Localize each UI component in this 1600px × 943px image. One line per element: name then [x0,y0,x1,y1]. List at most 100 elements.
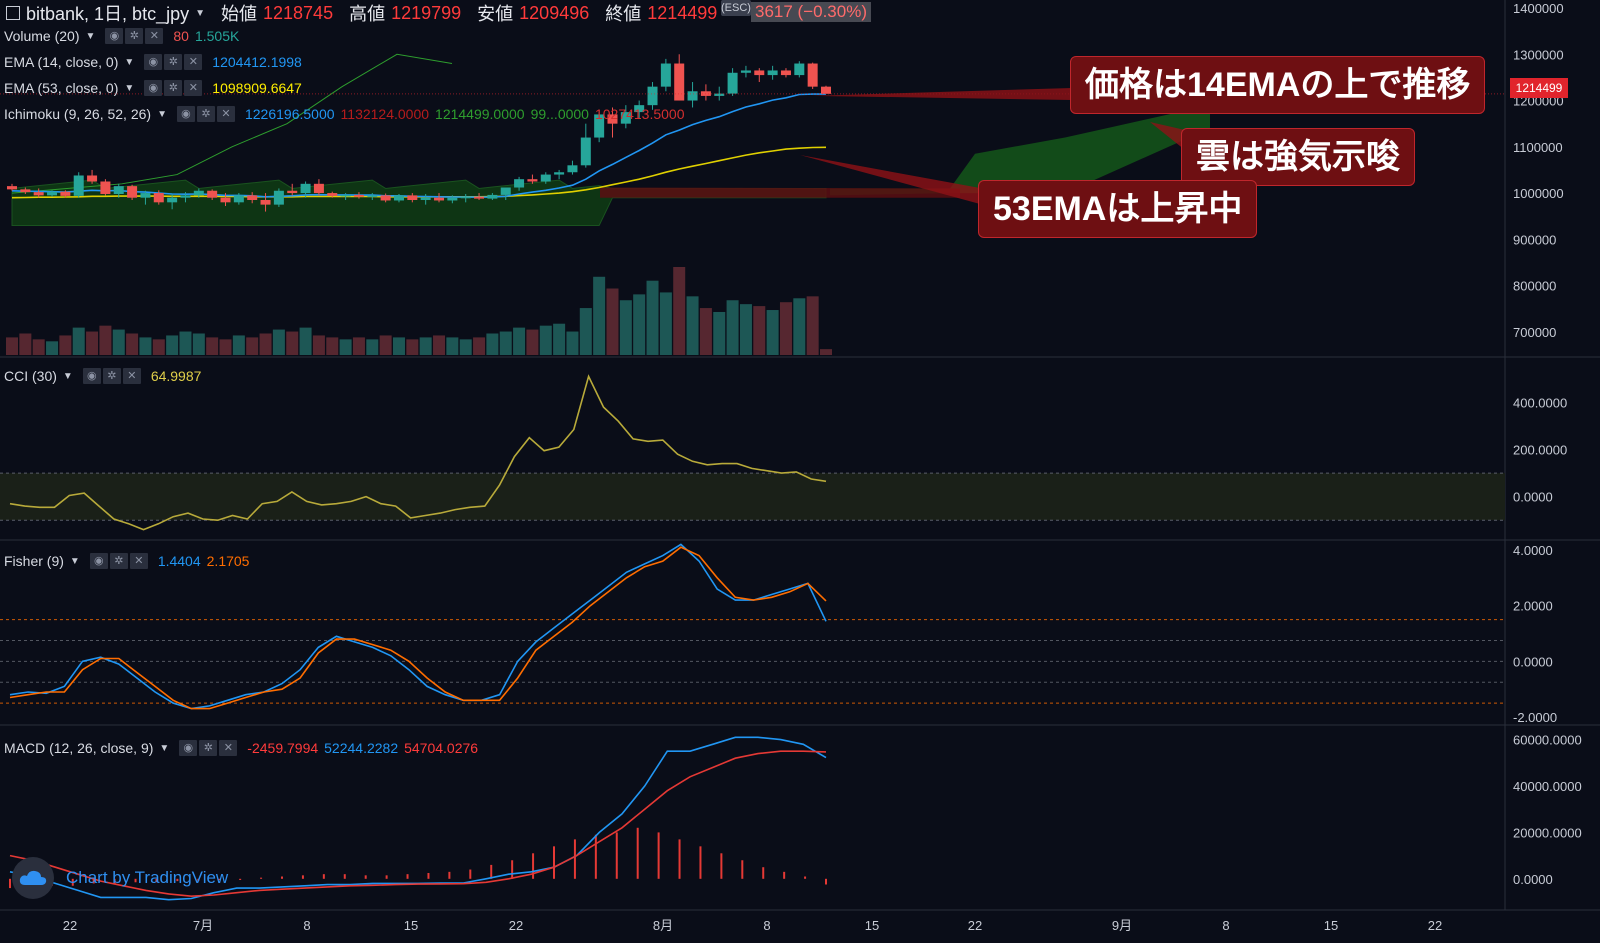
volume-bar [179,331,192,355]
esc-badge[interactable]: (ESC) [721,0,751,16]
volume-bar [726,300,739,355]
candle-body [500,187,511,195]
candle-body [380,195,391,201]
ema53-buttons: ◉ ✲ ✕ [144,80,203,96]
annotation-pointer [1150,122,1185,150]
ema53-legend[interactable]: EMA (53, close, 0) ▼ ◉ ✲ ✕ 1098909.6647 [4,80,302,96]
chevron-down-icon[interactable]: ▼ [157,108,167,120]
candle-body [754,70,765,76]
volume-bar [246,337,259,355]
candle-body [474,196,485,199]
eye-icon[interactable]: ◉ [105,28,124,44]
close-icon[interactable]: ✕ [184,80,203,96]
gear-icon[interactable]: ✲ [164,54,183,70]
candle-body [87,175,98,182]
candle [700,84,711,101]
candle [113,183,124,198]
chevron-down-icon[interactable]: ▼ [62,370,73,382]
price-tick-label: 1100000 [1513,140,1563,155]
eye-icon[interactable]: ◉ [82,368,101,384]
volume-bar [86,331,99,355]
gear-icon[interactable]: ✲ [102,368,121,384]
symbol-label[interactable]: bitbank, 1日, btc_jpy [26,4,190,24]
candle-body [767,70,778,76]
annotation-price-above-ema[interactable]: 価格は14EMAの上で推移 [1070,56,1486,114]
annotation-cloud-bullish[interactable]: 雲は強気示唆 [1181,128,1415,186]
close-value: 1214499 [647,2,718,23]
volume-buttons: ◉ ✲ ✕ [105,28,164,44]
candle [487,193,498,201]
gear-icon[interactable]: ✲ [125,28,144,44]
eye-icon[interactable]: ◉ [144,54,163,70]
close-icon[interactable]: ✕ [216,106,235,122]
close-icon[interactable]: ✕ [129,553,148,569]
eye-icon[interactable]: ◉ [89,553,108,569]
candle-body [607,114,618,124]
candle [87,169,98,184]
chevron-down-icon[interactable]: ▼ [85,30,96,42]
fisher-legend[interactable]: Fisher (9) ▼ ◉ ✲ ✕ 1.4404 2.1705 [4,553,249,569]
eye-icon[interactable]: ◉ [144,80,163,96]
annotation-ema53-rising[interactable]: 53EMAは上昇中 [978,180,1258,238]
symbol-dropdown-icon[interactable]: ▼ [195,7,205,19]
macd-value-2: 52244.2282 [324,740,399,756]
macd-series-line [9,750,827,898]
ema14-legend[interactable]: EMA (14, close, 0) ▼ ◉ ✲ ✕ 1204412.1998 [4,54,302,70]
candle-body [620,112,631,124]
volume-bar [753,306,766,355]
volume-bar [112,329,125,355]
close-icon[interactable]: ✕ [122,368,141,384]
high-value: 1219799 [391,2,462,23]
candle-body [594,114,605,138]
candle [714,86,725,101]
volume-bar [206,337,219,355]
annotation-pointer [812,88,1072,100]
volume-bar [579,308,592,355]
volume-bar [766,310,779,355]
ichimoku-cloud-bearish [600,187,960,198]
chevron-down-icon[interactable]: ▼ [124,82,135,94]
candle-body [554,172,565,175]
macd-tick-label: 40000.0000 [1513,779,1582,794]
time-tick-label: 22 [63,918,77,933]
menu-icon[interactable] [6,6,20,20]
eye-icon[interactable]: ◉ [179,740,198,756]
volume-bar [392,337,405,355]
eye-icon[interactable]: ◉ [176,106,195,122]
time-tick-label: 9月 [1112,918,1132,933]
candle [580,123,591,168]
macd-buttons: ◉ ✲ ✕ [179,740,238,756]
candle [20,187,31,194]
ichimoku-legend[interactable]: Ichimoku (9, 26, 52, 26) ▼ ◉ ✲ ✕ 1226196.50… [4,106,685,122]
candle [327,191,338,198]
chevron-down-icon[interactable]: ▼ [124,56,135,68]
macd-legend[interactable]: MACD (12, 26, close, 9) ▼ ◉ ✲ ✕ -2459.7994 … [4,740,478,756]
time-tick-label: 15 [404,918,418,933]
cci-legend[interactable]: CCI (30) ▼ ◉ ✲ ✕ 64.9987 [4,368,201,384]
fisher-series-line [9,546,827,710]
volume-bar [46,341,59,355]
tradingview-watermark[interactable]: Chart by TradingView [12,857,228,899]
close-icon[interactable]: ✕ [219,740,238,756]
annotation-pointer [800,155,980,204]
candle-body [807,63,818,87]
chevron-down-icon[interactable]: ▼ [159,742,170,754]
volume-legend[interactable]: Volume (20) ▼ ◉ ✲ ✕ 80 1.505K [4,28,239,44]
close-icon[interactable]: ✕ [184,54,203,70]
candle [594,109,605,143]
price-tick-label: 900000 [1513,232,1556,247]
candle-body [140,193,151,198]
candle-body [714,93,725,96]
open-label: 始値 [221,4,257,24]
gear-icon[interactable]: ✲ [109,553,128,569]
gear-icon[interactable]: ✲ [164,80,183,96]
gear-icon[interactable]: ✲ [196,106,215,122]
volume-bar [166,335,179,355]
gear-icon[interactable]: ✲ [199,740,218,756]
chevron-down-icon[interactable]: ▼ [69,555,80,567]
candle [220,193,231,207]
volume-bar [659,292,672,355]
candle-body [447,197,458,201]
close-icon[interactable]: ✕ [145,28,164,44]
